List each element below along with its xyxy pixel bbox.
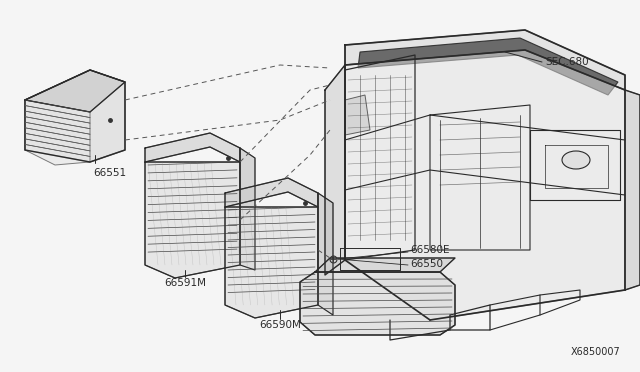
Polygon shape: [300, 272, 455, 335]
Polygon shape: [25, 70, 125, 162]
Text: SEC.680: SEC.680: [545, 57, 589, 67]
Ellipse shape: [562, 151, 590, 169]
Polygon shape: [345, 30, 625, 90]
Polygon shape: [145, 162, 240, 278]
Polygon shape: [25, 70, 125, 112]
Text: 66551: 66551: [93, 168, 127, 178]
Polygon shape: [225, 207, 318, 318]
Text: 66591M: 66591M: [164, 278, 206, 288]
Polygon shape: [358, 38, 618, 95]
Polygon shape: [315, 258, 455, 272]
Text: 66580E: 66580E: [410, 245, 449, 255]
Text: 66590M: 66590M: [259, 320, 301, 330]
Polygon shape: [225, 178, 318, 207]
Polygon shape: [25, 100, 90, 165]
Polygon shape: [318, 193, 333, 315]
Text: X6850007: X6850007: [570, 347, 620, 357]
Polygon shape: [240, 148, 255, 270]
Polygon shape: [325, 65, 345, 275]
Polygon shape: [345, 95, 370, 135]
Polygon shape: [625, 90, 640, 290]
Text: 66550: 66550: [410, 259, 443, 269]
Polygon shape: [145, 133, 240, 162]
Polygon shape: [345, 50, 625, 320]
